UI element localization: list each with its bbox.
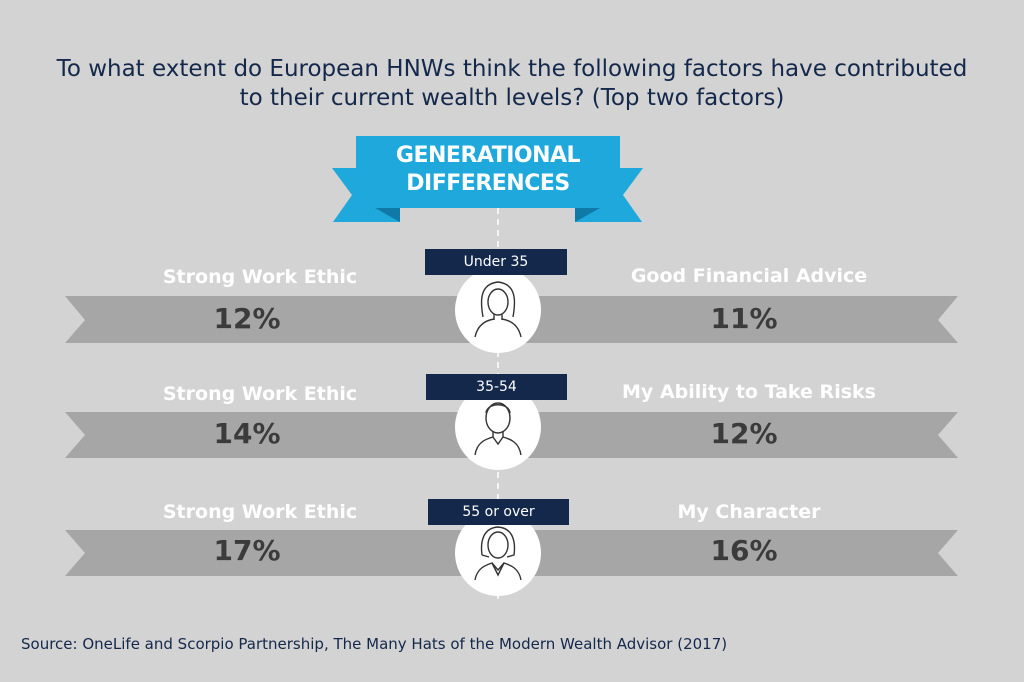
age-label-35-54: 35-54 — [426, 374, 567, 400]
left-value-row-3: 17% — [213, 534, 281, 567]
young-woman-icon — [474, 281, 522, 338]
right-factor-row-2: My Ability to Take Risks — [622, 381, 876, 403]
avatar-circle-1 — [455, 267, 541, 353]
ribbon-banner — [332, 136, 643, 222]
left-factor-row-3: Strong Work Ethic — [162, 501, 358, 523]
title-line-2: to their current wealth levels? (Top two… — [239, 85, 785, 112]
left-value-row-1: 12% — [213, 302, 281, 335]
right-value-row-3: 16% — [710, 534, 778, 567]
right-factor-row-1: Good Financial Advice — [630, 265, 868, 287]
ribbon-line-2: DIFFERENCES — [406, 171, 570, 196]
ribbon-title: GENERATIONAL DIFFERENCES — [360, 142, 616, 198]
left-factor-row-2: Strong Work Ethic — [162, 383, 358, 405]
right-value-row-2: 12% — [710, 417, 778, 450]
left-factor-row-1: Strong Work Ethic — [162, 266, 358, 288]
right-factor-row-3: My Character — [677, 501, 821, 523]
chart-title: To what extent do European HNWs think th… — [0, 55, 1024, 113]
man-icon — [474, 402, 522, 456]
title-line-1: To what extent do European HNWs think th… — [56, 56, 968, 83]
woman-icon — [474, 526, 522, 581]
right-value-row-1: 11% — [710, 302, 778, 335]
left-value-row-2: 14% — [213, 417, 281, 450]
source-note: Source: OneLife and Scorpio Partnership,… — [21, 635, 728, 653]
age-label-55-or-over: 55 or over — [428, 499, 569, 525]
age-label-under-35: Under 35 — [425, 249, 567, 275]
ribbon-line-1: GENERATIONAL — [395, 143, 581, 168]
